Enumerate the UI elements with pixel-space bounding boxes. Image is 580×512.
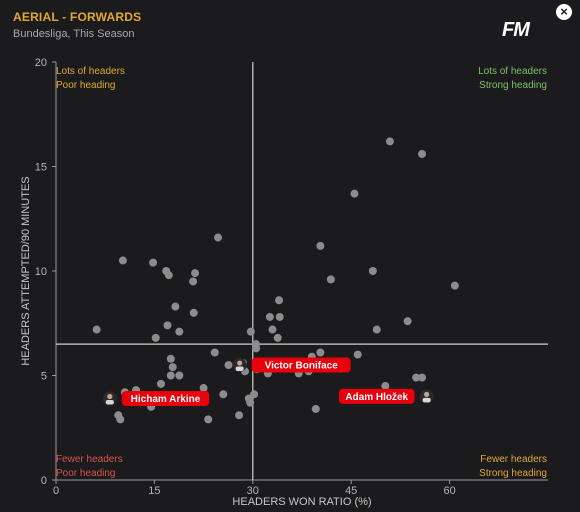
y-tick-label: 10: [35, 266, 47, 278]
data-point: [403, 317, 412, 326]
quadrant-label-bottom-left: Poor heading: [56, 468, 116, 479]
data-point: [166, 371, 175, 380]
quadrant-label-top-left: Poor heading: [56, 80, 116, 91]
x-tick-label: 15: [148, 485, 160, 497]
data-point: [210, 348, 219, 357]
fm-logo: FM: [502, 19, 530, 41]
data-point: [275, 312, 284, 321]
player-label-box: [338, 388, 415, 404]
data-point: [219, 390, 228, 399]
data-point: [199, 384, 208, 393]
data-point: [246, 327, 255, 336]
data-point: [316, 348, 325, 357]
quadrant-label-top-right: Lots of headers: [478, 66, 547, 77]
y-tick-label: 0: [41, 475, 47, 487]
data-point: [246, 398, 255, 407]
data-point: [418, 373, 427, 382]
data-point: [350, 189, 359, 198]
y-tick-label: 5: [41, 371, 47, 383]
data-point: [372, 325, 381, 334]
data-point: [412, 373, 421, 382]
x-axis-title: HEADERS WON RATIO (%): [232, 496, 371, 508]
data-point: [189, 277, 198, 286]
quadrant-label-bottom-right: Strong heading: [479, 468, 547, 479]
player-avatar-icon: [107, 393, 113, 400]
y-tick-label: 15: [35, 162, 47, 174]
data-point: [235, 411, 244, 420]
data-point: [171, 302, 180, 311]
player-label: Adam Hložek: [345, 392, 408, 403]
player-label-box: [251, 357, 351, 373]
data-point: [252, 340, 261, 349]
data-point: [326, 275, 335, 284]
data-point: [151, 333, 160, 342]
data-point: [204, 415, 213, 424]
close-icon[interactable]: ×: [556, 4, 572, 20]
data-point: [273, 333, 282, 342]
data-point: [166, 354, 175, 363]
x-tick-label: 0: [53, 485, 59, 497]
data-point: [189, 308, 198, 317]
data-point: [92, 325, 101, 334]
x-tick-label: 45: [345, 485, 357, 497]
quadrant-label-bottom-left: Fewer headers: [56, 454, 123, 465]
data-point: [149, 258, 158, 267]
x-tick-label: 30: [247, 485, 259, 497]
chart-subtitle: Bundesliga, This Season: [13, 28, 135, 40]
data-point: [163, 321, 172, 330]
data-point: [164, 271, 173, 280]
player-avatar-icon: [237, 360, 243, 366]
y-axis-title: HEADERS ATTEMPTED/90 MINUTES: [20, 176, 32, 365]
data-point: [118, 256, 127, 265]
quadrant-label-top-right: Strong heading: [479, 80, 547, 91]
player-avatar-icon: [422, 397, 431, 403]
data-point: [353, 350, 362, 359]
player-avatar-icon: [235, 366, 244, 372]
quadrant-label-top-left: Lots of headers: [56, 66, 125, 77]
player-avatar-icon: [424, 391, 430, 397]
player-label: Hicham Arkine: [131, 394, 201, 405]
data-point: [175, 371, 184, 380]
data-point: [168, 363, 177, 372]
data-point: [311, 404, 320, 413]
chart-title: AERIAL - FORWARDS: [13, 10, 142, 24]
data-point: [191, 269, 200, 278]
data-point: [381, 381, 390, 390]
data-point: [175, 327, 184, 336]
player-avatar-icon: [105, 399, 114, 405]
data-point: [418, 149, 427, 158]
data-point: [368, 267, 377, 275]
player-label: Victor Boniface: [265, 361, 339, 372]
data-point: [265, 312, 274, 321]
data-point: [224, 361, 233, 370]
data-point: [385, 137, 394, 146]
player-label-box: [121, 390, 210, 406]
y-tick-label: 20: [35, 57, 47, 69]
x-tick-label: 60: [443, 485, 455, 497]
data-point: [450, 281, 459, 290]
data-point: [116, 415, 125, 424]
data-point: [214, 233, 223, 242]
data-point: [316, 241, 325, 250]
data-point: [275, 296, 284, 305]
quadrant-label-bottom-right: Fewer headers: [480, 454, 547, 465]
data-point: [250, 390, 259, 399]
data-point: [268, 325, 277, 334]
data-point: [156, 379, 165, 388]
